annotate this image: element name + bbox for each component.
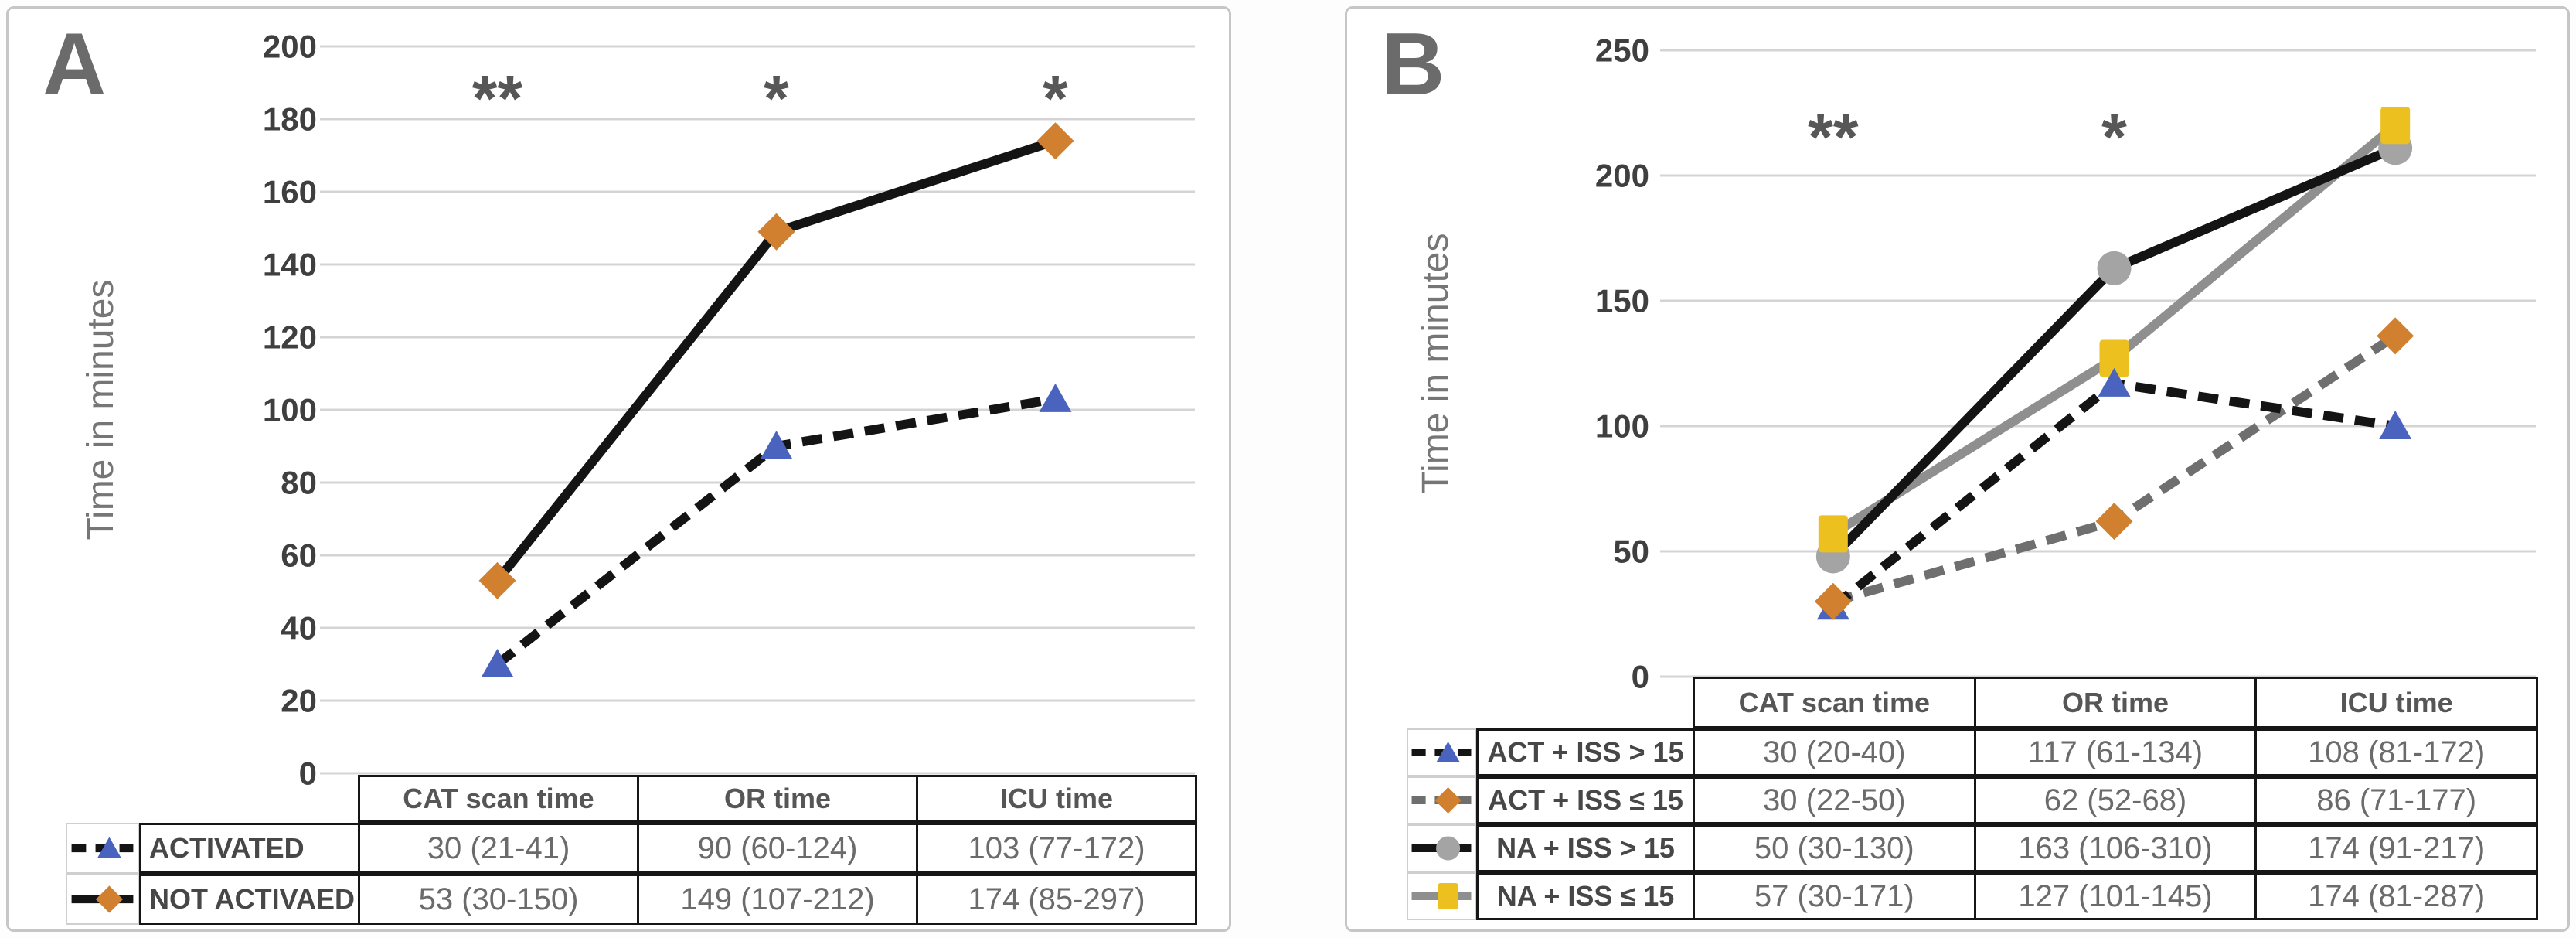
y-tick-label: 100 xyxy=(263,392,317,428)
legend-key xyxy=(1407,776,1476,824)
significance-marker: ** xyxy=(472,62,523,135)
y-tick-label: 200 xyxy=(1595,158,1649,194)
legend-key-sample xyxy=(1411,836,1472,861)
table-value-cell: 163 (106-310) xyxy=(1973,824,2258,872)
table-value-cell: 53 (30-150) xyxy=(358,874,639,925)
legend-key xyxy=(1407,824,1476,872)
table-value-cell: 174 (85-297) xyxy=(916,874,1197,925)
legend-key-sample xyxy=(1411,787,1472,814)
y-tick-label: 80 xyxy=(281,465,317,501)
table-value-cell: 174 (81-287) xyxy=(2254,872,2538,920)
y-tick-label: 250 xyxy=(1595,32,1649,69)
table-value-cell: 50 (30-130) xyxy=(1693,824,1976,872)
table-value-cell: 117 (61-134) xyxy=(1973,728,2258,776)
blue-triangle-marker xyxy=(481,649,514,677)
y-tick-label: 0 xyxy=(1632,659,1649,695)
table-value-cell: 57 (30-171) xyxy=(1693,872,1976,920)
orange-diamond-marker xyxy=(1036,122,1074,160)
orange-diamond-marker xyxy=(478,561,516,599)
y-tick-label: 140 xyxy=(263,247,317,283)
series-label-cell: ACT + ISS ≤ 15 xyxy=(1476,776,1695,824)
table-header-cell: OR time xyxy=(1973,677,2258,728)
table-header-cell: OR time xyxy=(637,775,918,823)
table-value-cell: 103 (77-172) xyxy=(916,823,1197,874)
panel-a-data-table: CAT scan time OR time ICU time ACTIVATED 30 … xyxy=(9,9,1229,929)
blue-triangle-marker xyxy=(97,837,121,858)
yellow-square-marker xyxy=(1438,883,1459,909)
table-value-cell: 90 (60-124) xyxy=(637,823,918,874)
blue-triangle-marker xyxy=(1436,741,1460,762)
blue-triangle-marker xyxy=(2098,367,2131,397)
yellow-square-marker xyxy=(2380,107,2411,145)
panel-letter-a: A xyxy=(43,15,107,114)
table-value-cell: 30 (22-50) xyxy=(1693,776,1976,824)
table-value-cell: 127 (101-145) xyxy=(1973,872,2258,920)
table-value-cell: 62 (52-68) xyxy=(1973,776,2258,824)
significance-marker: ** xyxy=(1808,101,1859,173)
y-tick-label: 40 xyxy=(281,610,317,646)
panel-a: 0 20 40 60 80 100 120 140 160 180 200 ** * * A Time i… xyxy=(6,6,1231,932)
significance-marker: * xyxy=(764,62,789,135)
legend-key xyxy=(66,823,139,874)
y-tick-label: 120 xyxy=(263,319,317,356)
series-label-cell: NOT ACTIVAED xyxy=(139,874,360,925)
series-label-cell: ACTIVATED xyxy=(139,823,360,874)
y-tick-label: 100 xyxy=(1595,408,1649,445)
y-tick-label: 60 xyxy=(281,537,317,574)
orange-diamond-marker xyxy=(2095,503,2133,541)
table-value-cell: 149 (107-212) xyxy=(637,874,918,925)
panel-b-data-table: CAT scan time OR time ICU time ACT + ISS > … xyxy=(1347,9,2567,929)
gray-circle-marker xyxy=(2097,251,2132,285)
significance-marker: * xyxy=(2101,101,2127,173)
panel-letter-b: B xyxy=(1381,15,1445,114)
table-value-cell: 108 (81-172) xyxy=(2254,728,2538,776)
y-tick-label: 0 xyxy=(299,756,317,792)
table-value-cell: 30 (21-41) xyxy=(358,823,639,874)
legend-key xyxy=(1407,728,1476,776)
y-tick-label: 200 xyxy=(263,29,317,65)
blue-triangle-marker xyxy=(760,431,793,459)
yellow-square-marker xyxy=(1818,515,1848,553)
legend-key-sample xyxy=(71,885,134,913)
table-header-cell: ICU time xyxy=(2254,677,2538,728)
legend-key xyxy=(1407,872,1476,920)
gray-circle-marker xyxy=(1436,836,1461,861)
series-label-cell: NA + ISS > 15 xyxy=(1476,824,1695,872)
legend-key-sample xyxy=(1411,883,1472,909)
table-header-cell: CAT scan time xyxy=(358,775,639,823)
blue-triangle-marker xyxy=(1039,383,1072,412)
y-tick-label: 180 xyxy=(263,101,317,138)
legend-key xyxy=(66,874,139,925)
table-value-cell: 30 (20-40) xyxy=(1693,728,1976,776)
orange-diamond-marker xyxy=(2377,317,2414,355)
table-header-cell: CAT scan time xyxy=(1693,677,1976,728)
blue-triangle-marker xyxy=(2379,411,2412,439)
y-tick-label: 150 xyxy=(1595,283,1649,319)
yellow-square-marker xyxy=(2099,339,2129,377)
table-value-cell: 174 (91-217) xyxy=(2254,824,2538,872)
orange-diamond-marker xyxy=(757,213,795,251)
orange-diamond-marker xyxy=(1814,582,1852,620)
legend-key-sample xyxy=(1411,741,1472,762)
legend-key-sample xyxy=(71,837,134,858)
table-header-cell: ICU time xyxy=(916,775,1197,823)
significance-marker: * xyxy=(1043,62,1068,135)
table-value-cell: 86 (71-177) xyxy=(2254,776,2538,824)
series-label-cell: ACT + ISS > 15 xyxy=(1476,728,1695,776)
series-label-cell: NA + ISS ≤ 15 xyxy=(1476,872,1695,920)
y-tick-label: 160 xyxy=(263,174,317,210)
orange-diamond-marker xyxy=(95,885,124,913)
y-tick-label: 50 xyxy=(1613,534,1649,570)
y-tick-label: 20 xyxy=(281,683,317,719)
orange-diamond-marker xyxy=(1434,787,1462,814)
